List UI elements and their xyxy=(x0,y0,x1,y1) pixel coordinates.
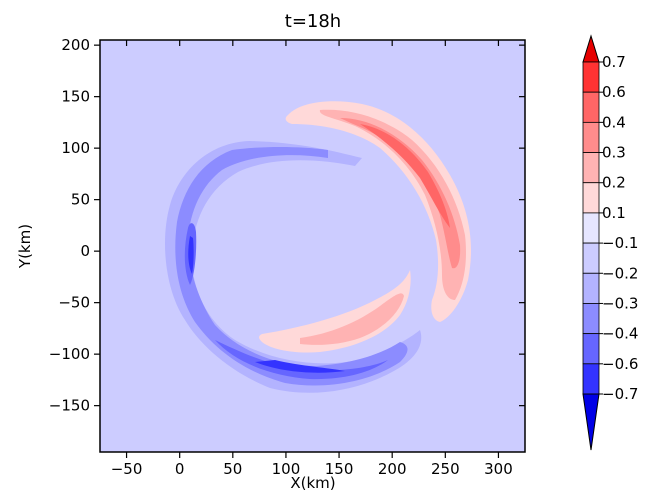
colorbar-label: 0.3 xyxy=(602,144,626,162)
x-tick-label: 200 xyxy=(378,460,407,478)
colorbar-label: −0.3 xyxy=(602,294,638,312)
colorbar-segment xyxy=(582,212,600,244)
positive-anomaly-upper-arc xyxy=(285,101,471,323)
colorbar-label: 0.1 xyxy=(602,204,626,222)
y-tick-label: 150 xyxy=(61,88,90,106)
colorbar-segment xyxy=(582,303,600,335)
x-tick-label: 250 xyxy=(431,460,460,478)
colorbar-segment xyxy=(582,61,600,93)
x-tick-label: 0 xyxy=(175,460,185,478)
x-tick-label: −50 xyxy=(111,460,143,478)
y-axis: −150 −100 −50 0 50 100 150 200 xyxy=(49,36,525,415)
y-tick-label: 0 xyxy=(80,242,90,260)
colorbar-label: −0.1 xyxy=(602,234,638,252)
colorbar-label: 0.2 xyxy=(602,174,626,192)
contour-neg-0.1 xyxy=(165,141,422,393)
colorbar-segment xyxy=(582,121,600,153)
x-tick-label: 100 xyxy=(272,460,301,478)
colorbar: 0.7 0.6 0.4 0.3 0.2 0.1 −0.1 −0.2 −0.3 −0.4 −0.6 −0… xyxy=(582,34,638,451)
colorbar-segment xyxy=(582,363,600,395)
colorbar-segment xyxy=(582,182,600,214)
colorbar-min-triangle xyxy=(582,393,600,451)
colorbar-segment xyxy=(582,272,600,304)
colorbar-segment xyxy=(582,242,600,274)
x-tick-label: 150 xyxy=(325,460,354,478)
colorbar-max-triangle xyxy=(582,34,600,63)
plot-area xyxy=(99,39,526,453)
y-axis-label: Y(km) xyxy=(16,224,34,269)
x-axis: −50 0 50 100 150 200 250 300 xyxy=(111,40,513,478)
y-tick-label: −50 xyxy=(58,294,90,312)
negative-anomaly-arc xyxy=(165,141,422,393)
y-tick-label: 100 xyxy=(61,139,90,157)
chart-title: t=18h xyxy=(285,11,341,32)
colorbar-label: 0.4 xyxy=(602,113,626,131)
colorbar-segment xyxy=(582,333,600,365)
y-tick-label: −100 xyxy=(49,345,90,363)
y-tick-label: 50 xyxy=(71,191,90,209)
y-tick-label: 200 xyxy=(61,36,90,54)
colorbar-label: −0.7 xyxy=(602,385,638,403)
colorbar-label: −0.4 xyxy=(602,325,638,343)
positive-anomaly-lower-arc xyxy=(259,270,411,353)
colorbar-label: −0.6 xyxy=(602,355,638,373)
colorbar-label: 0.6 xyxy=(602,83,626,101)
y-tick-label: −150 xyxy=(49,397,90,415)
colorbar-segment xyxy=(582,91,600,123)
contour-pos-lower-0.2 xyxy=(300,293,404,345)
plot-frame xyxy=(99,39,526,453)
colorbar-label: 0.7 xyxy=(602,53,626,71)
x-tick-label: 50 xyxy=(223,460,242,478)
x-tick-label: 300 xyxy=(484,460,513,478)
colorbar-label: −0.2 xyxy=(602,264,638,282)
colorbar-segment xyxy=(582,152,600,184)
x-axis-label: X(km) xyxy=(290,474,335,492)
